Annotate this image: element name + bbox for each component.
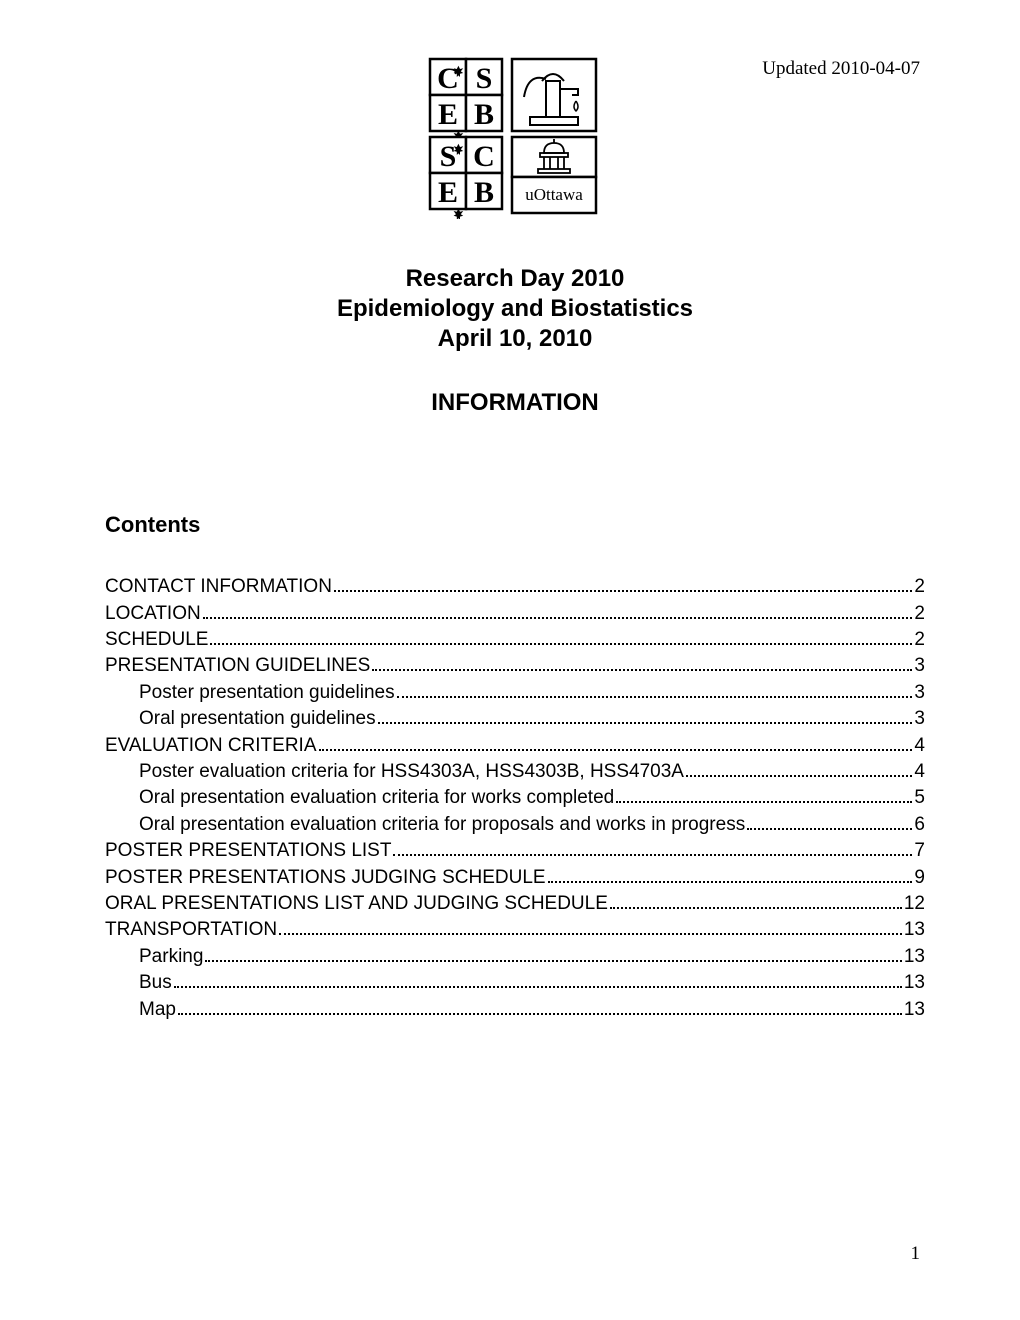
toc-entry-page: 3	[914, 707, 925, 731]
toc-entry: Bus 13	[105, 969, 925, 995]
toc-entry-label: CONTACT INFORMATION	[105, 575, 332, 599]
toc-entry: POSTER PRESENTATIONS LIST 7	[105, 837, 925, 863]
title-line-2: Epidemiology and Biostatistics	[105, 294, 925, 324]
information-heading: INFORMATION	[105, 389, 925, 417]
document-page: Updated 2010-04-07 C S E B	[0, 0, 1020, 1320]
svg-text:S: S	[476, 62, 493, 95]
contents-heading: Contents	[105, 512, 925, 538]
toc-entry-page: 13	[904, 998, 925, 1022]
toc-entry-label: PRESENTATION GUIDELINES	[105, 654, 370, 678]
svg-text:E: E	[438, 98, 458, 131]
toc-leader-dots	[397, 679, 913, 698]
toc-entry-page: 5	[914, 786, 925, 810]
toc-leader-dots	[205, 943, 901, 962]
svg-text:B: B	[474, 98, 494, 131]
toc-entry: TRANSPORTATION 13	[105, 916, 925, 942]
toc-entry-label: Oral presentation guidelines	[139, 707, 376, 731]
toc-entry-page: 4	[914, 760, 925, 784]
toc-entry-page: 4	[914, 734, 925, 758]
toc-entry: SCHEDULE 2	[105, 626, 925, 652]
toc-leader-dots	[378, 705, 913, 724]
title-line-3: April 10, 2010	[105, 324, 925, 354]
toc-entry: CONTACT INFORMATION 2	[105, 573, 925, 599]
toc-entry: Parking 13	[105, 943, 925, 969]
toc-leader-dots	[686, 758, 912, 777]
toc-entry-label: TRANSPORTATION	[105, 918, 277, 942]
toc-entry-label: Poster evaluation criteria for HSS4303A,…	[139, 760, 684, 784]
toc-entry-page: 3	[914, 654, 925, 678]
title-line-1: Research Day 2010	[105, 264, 925, 294]
toc-entry-label: POSTER PRESENTATIONS JUDGING SCHEDULE	[105, 866, 546, 890]
toc-entry-label: Bus	[139, 971, 172, 995]
toc-entry-page: 13	[904, 945, 925, 969]
toc-entry: Map 13	[105, 996, 925, 1022]
toc-leader-dots	[203, 599, 913, 618]
toc-leader-dots	[319, 731, 913, 750]
svg-text:C: C	[473, 140, 495, 173]
toc-entry-page: 2	[914, 575, 925, 599]
svg-text:E: E	[438, 176, 458, 209]
toc-leader-dots	[610, 890, 902, 909]
toc-entry-page: 2	[914, 628, 925, 652]
toc-entry: Oral presentation guidelines 3	[105, 705, 925, 731]
toc-entry-page: 7	[914, 839, 925, 863]
page-number: 1	[911, 1243, 921, 1265]
toc-entry-page: 3	[914, 681, 925, 705]
toc-entry-page: 2	[914, 602, 925, 626]
toc-entry-page: 13	[904, 971, 925, 995]
toc-entry-label: Map	[139, 998, 176, 1022]
toc-entry: PRESENTATION GUIDELINES 3	[105, 652, 925, 678]
svg-text:B: B	[474, 176, 494, 209]
toc-leader-dots	[174, 969, 902, 988]
toc-entry-label: Oral presentation evaluation criteria fo…	[139, 786, 614, 810]
table-of-contents: CONTACT INFORMATION2LOCATION2SCHEDULE2PR…	[105, 573, 925, 1022]
toc-entry-page: 12	[904, 892, 925, 916]
toc-entry: Poster evaluation criteria for HSS4303A,…	[105, 758, 925, 784]
toc-entry: EVALUATION CRITERIA 4	[105, 731, 925, 757]
toc-entry-label: Poster presentation guidelines	[139, 681, 395, 705]
toc-entry-label: POSTER PRESENTATIONS LIST	[105, 839, 391, 863]
svg-text:C: C	[437, 62, 459, 95]
toc-entry-page: 6	[914, 813, 925, 837]
toc-entry: ORAL PRESENTATIONS LIST AND JUDGING SCHE…	[105, 890, 925, 916]
toc-entry-label: Parking	[139, 945, 203, 969]
logo-container: C S E B	[105, 55, 925, 224]
toc-entry-label: Oral presentation evaluation criteria fo…	[139, 813, 745, 837]
toc-entry: POSTER PRESENTATIONS JUDGING SCHEDULE 9	[105, 863, 925, 889]
toc-leader-dots	[279, 916, 902, 935]
toc-entry-page: 13	[904, 918, 925, 942]
toc-leader-dots	[178, 996, 902, 1015]
svg-text:S: S	[440, 140, 457, 173]
toc-leader-dots	[210, 626, 912, 645]
toc-entry: Poster presentation guidelines 3	[105, 679, 925, 705]
toc-entry-label: ORAL PRESENTATIONS LIST AND JUDGING SCHE…	[105, 892, 608, 916]
title-block: Research Day 2010 Epidemiology and Biost…	[105, 264, 925, 354]
toc-leader-dots	[372, 652, 912, 671]
toc-entry-page: 9	[914, 866, 925, 890]
toc-entry: Oral presentation evaluation criteria fo…	[105, 811, 925, 837]
toc-leader-dots	[548, 863, 913, 882]
toc-entry-label: EVALUATION CRITERIA	[105, 734, 317, 758]
updated-date: Updated 2010-04-07	[762, 58, 920, 80]
toc-entry-label: SCHEDULE	[105, 628, 208, 652]
toc-entry-label: LOCATION	[105, 602, 201, 626]
toc-leader-dots	[393, 837, 912, 856]
toc-entry: Oral presentation evaluation criteria fo…	[105, 784, 925, 810]
toc-leader-dots	[334, 573, 912, 592]
toc-entry: LOCATION 2	[105, 599, 925, 625]
svg-text:uOttawa: uOttawa	[525, 185, 583, 204]
cseb-uottawa-logo: C S E B	[420, 55, 610, 219]
toc-leader-dots	[616, 784, 912, 803]
toc-leader-dots	[747, 811, 912, 830]
